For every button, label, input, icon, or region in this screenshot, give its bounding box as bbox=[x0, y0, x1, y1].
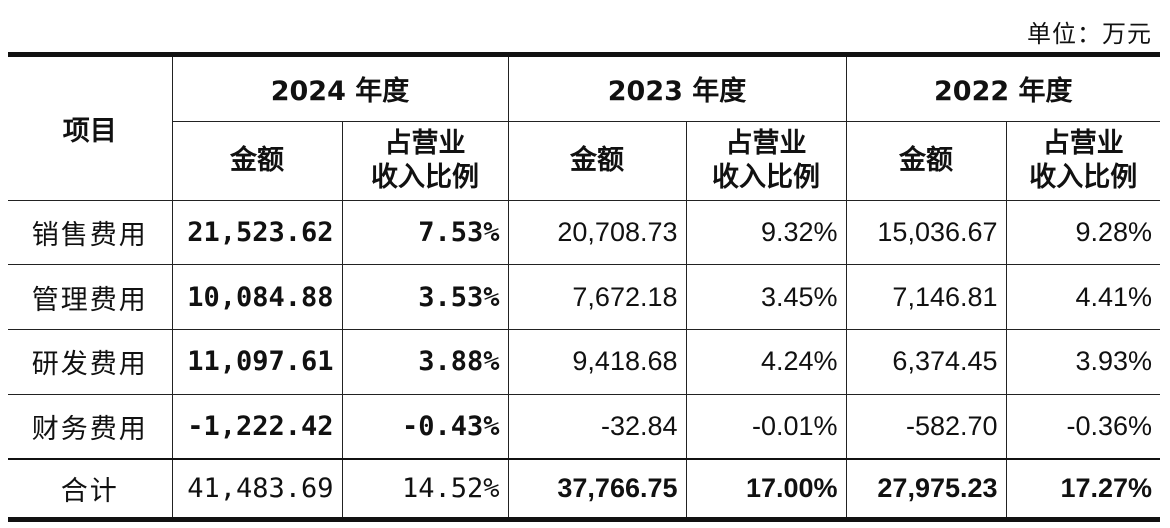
ratio-2024: 3.53% bbox=[341, 264, 509, 330]
amount-2023: 20,708.73 bbox=[507, 199, 687, 266]
amount-2024: 11,097.61 bbox=[171, 328, 343, 395]
ratio-2024: -0.43% bbox=[341, 393, 509, 460]
ratio-2024: 7.53% bbox=[341, 199, 509, 266]
amount-2024: 10,084.88 bbox=[171, 264, 343, 330]
amount-2023: 7,672.18 bbox=[507, 264, 687, 330]
header-ratio-2023: 占营业 收入比例 bbox=[685, 120, 847, 201]
ratio-2023: -0.01% bbox=[685, 393, 847, 460]
header-amount-2022: 金额 bbox=[845, 120, 1007, 201]
total-amount-2024: 41,483.69 bbox=[171, 457, 343, 520]
amount-2022: 6,374.45 bbox=[845, 328, 1007, 395]
ratio-2022: 4.41% bbox=[1005, 264, 1161, 330]
total-ratio-2024: 14.52% bbox=[341, 457, 509, 520]
ratio-2022: 3.93% bbox=[1005, 328, 1161, 395]
total-amount-2022: 27,975.23 bbox=[845, 457, 1007, 520]
table-row: 销售费用 21,523.62 7.53% 20,708.73 9.32% 15,… bbox=[8, 199, 1161, 266]
ratio-2024: 3.88% bbox=[341, 328, 509, 395]
header-year-2024: 2024 年度 bbox=[171, 54, 509, 122]
header-year-2022: 2022 年度 bbox=[845, 54, 1161, 122]
table-row: 研发费用 11,097.61 3.88% 9,418.68 4.24% 6,37… bbox=[8, 328, 1161, 395]
ratio-2023: 4.24% bbox=[685, 328, 847, 395]
row-label: 管理费用 bbox=[8, 264, 173, 330]
amount-2023: 9,418.68 bbox=[507, 328, 687, 395]
header-row-sub: 金额 占营业 收入比例 金额 占营业 收入比例 金额 占营业 收入比例 bbox=[8, 120, 1161, 201]
row-label: 研发费用 bbox=[8, 328, 173, 395]
amount-2022: 7,146.81 bbox=[845, 264, 1007, 330]
unit-label: 单位：万元 bbox=[1027, 20, 1152, 48]
header-item: 项目 bbox=[8, 54, 173, 201]
amount-2022: 15,036.67 bbox=[845, 199, 1007, 266]
ratio-2023: 9.32% bbox=[685, 199, 847, 266]
amount-2024: 21,523.62 bbox=[171, 199, 343, 266]
table-row: 管理费用 10,084.88 3.53% 7,672.18 3.45% 7,14… bbox=[8, 264, 1161, 330]
row-label: 销售费用 bbox=[8, 199, 173, 266]
amount-2022: -582.70 bbox=[845, 393, 1007, 460]
header-ratio-2022: 占营业 收入比例 bbox=[1005, 120, 1161, 201]
total-ratio-2022: 17.27% bbox=[1005, 457, 1161, 520]
header-amount-2023: 金额 bbox=[507, 120, 687, 201]
header-row-years: 项目 2024 年度 2023 年度 2022 年度 bbox=[8, 54, 1161, 201]
ratio-2022: 9.28% bbox=[1005, 199, 1161, 266]
amount-2023: -32.84 bbox=[507, 393, 687, 460]
total-label: 合计 bbox=[8, 457, 173, 520]
total-ratio-2023: 17.00% bbox=[685, 457, 847, 520]
header-year-2023: 2023 年度 bbox=[507, 54, 847, 122]
header-amount-2024: 金额 bbox=[172, 120, 343, 201]
total-amount-2023: 37,766.75 bbox=[507, 457, 687, 520]
header-ratio-2024: 占营业 收入比例 bbox=[341, 120, 509, 201]
ratio-2022: -0.36% bbox=[1005, 393, 1161, 460]
table-row: 财务费用 -1,222.42 -0.43% -32.84 -0.01% -582… bbox=[8, 393, 1161, 460]
row-label: 财务费用 bbox=[8, 393, 173, 460]
expense-table: 项目 2024 年度 2023 年度 2022 年度 金额 占营业 收入比例 金额… bbox=[8, 52, 1161, 522]
amount-2024: -1,222.42 bbox=[171, 393, 343, 460]
ratio-2023: 3.45% bbox=[685, 264, 847, 330]
total-row: 合计 41,483.69 14.52% 37,766.75 17.00% 27,… bbox=[8, 457, 1161, 520]
